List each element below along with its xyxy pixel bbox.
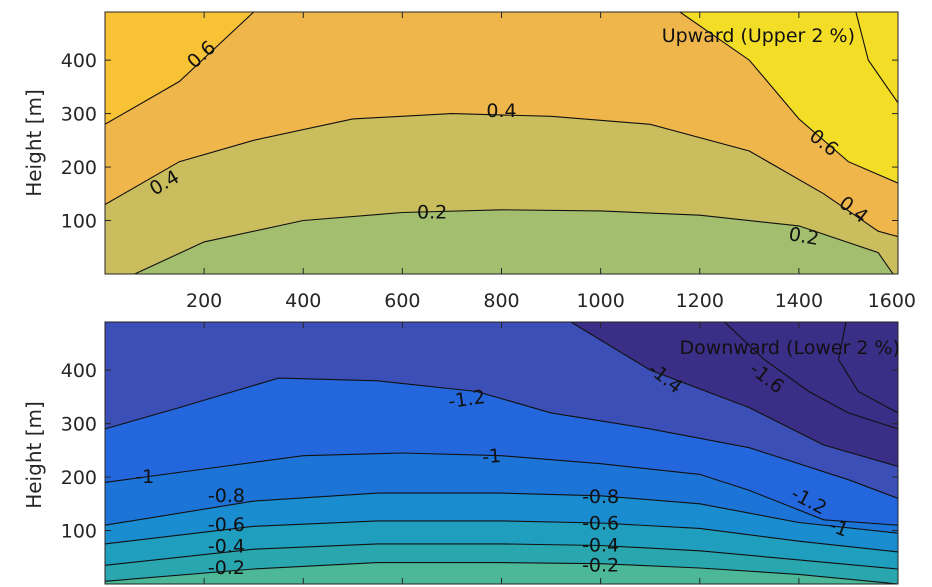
downward-contour-line <box>105 520 898 553</box>
downward-contour-line <box>837 322 898 414</box>
downward-contour-line <box>105 492 898 534</box>
upward-x-tick-label: 200 <box>186 290 222 312</box>
upward-contour-line <box>105 113 898 238</box>
upward-contour-line <box>855 12 898 104</box>
upward-contour-label-text: 0.2 <box>417 202 447 224</box>
downward-contour-line <box>105 452 898 526</box>
upward-contour-label: 0.2 <box>417 202 447 224</box>
downward-contour-label: -0.6 <box>208 514 245 536</box>
downward-contour-label: -1 <box>481 445 502 469</box>
downward-y-tick-label: 400 <box>61 360 97 382</box>
downward-contour-label: -0.4 <box>208 536 245 558</box>
downward-contour-label-text: -0.2 <box>208 557 245 579</box>
downward-contour-label-text: -0.6 <box>582 513 619 535</box>
downward-contour-label-text: -0.8 <box>582 486 619 508</box>
upward-x-tick-label: 800 <box>483 290 519 312</box>
downward-contour-label-text: -0.8 <box>208 485 245 507</box>
downward-contour-label: -1 <box>135 466 154 488</box>
downward-panel: -1.2-1-1-0.8-0.6-0.4-0.2-0.8-0.6-0.4-0.2… <box>22 321 900 585</box>
downward-y-tick-label: 200 <box>61 467 97 489</box>
upward-contour-line <box>105 12 255 125</box>
upward-contour-label: 0.2 <box>787 223 821 250</box>
downward-contour-label-text: -1 <box>135 466 154 488</box>
downward-contour-label: -1.2 <box>447 386 487 413</box>
downward-contour-label: -0.4 <box>582 535 619 557</box>
downward-contour-label-text: -1.2 <box>447 386 487 413</box>
downward-panel-title: Downward (Lower 2 %) <box>679 337 900 359</box>
downward-contour-label: -0.2 <box>582 554 619 576</box>
upward-y-axis-label: Height [m] <box>22 89 46 197</box>
upward-contour-line <box>134 209 894 274</box>
upward-x-tick-label: 400 <box>285 290 321 312</box>
upward-contour-label: 0.4 <box>486 100 516 122</box>
upward-x-tick-label: 1200 <box>676 290 724 312</box>
downward-contour-label-text: -0.2 <box>582 554 619 576</box>
upward-contour-band <box>105 12 254 125</box>
upward-x-tick-label: 1000 <box>576 290 624 312</box>
downward-contour-line <box>724 322 898 430</box>
downward-contour-label-text: -0.4 <box>208 536 245 558</box>
upward-contour-band <box>105 12 898 237</box>
upward-x-tick-label: 600 <box>384 290 420 312</box>
upward-contour-band <box>679 12 898 184</box>
upward-x-tick-label: 1600 <box>868 290 916 312</box>
downward-contour-line <box>105 377 898 499</box>
downward-contour-label-text: -1 <box>481 445 502 469</box>
downward-contour-line <box>105 543 898 570</box>
downward-contour-label-text: -0.4 <box>582 535 619 557</box>
upward-contour-label-text: 0.2 <box>787 223 821 250</box>
upward-y-tick-label: 200 <box>61 157 97 179</box>
upward-contour-band <box>855 12 898 103</box>
upward-x-tick-label: 1400 <box>775 290 823 312</box>
upward-panel-title: Upward (Upper 2 %) <box>662 25 855 47</box>
downward-contour-label: -0.8 <box>582 486 619 508</box>
upward-y-tick-label: 100 <box>61 211 97 233</box>
downward-y-tick-label: 100 <box>61 521 97 543</box>
downward-contour-label: -0.2 <box>208 557 245 579</box>
downward-contour-label-text: -0.6 <box>208 514 245 536</box>
downward-contour-label: -0.8 <box>208 485 245 507</box>
upward-y-tick-label: 400 <box>61 50 97 72</box>
upward-contour-line <box>679 12 898 184</box>
downward-contour-band <box>838 322 898 413</box>
downward-contour-label: -0.6 <box>582 513 619 535</box>
downward-y-axis-label: Height [m] <box>22 401 46 509</box>
downward-y-tick-label: 300 <box>61 414 97 436</box>
downward-contour-line <box>105 562 898 584</box>
upward-y-tick-label: 300 <box>61 104 97 126</box>
upward-contour-label-text: 0.4 <box>486 100 516 122</box>
downward-contour-line <box>570 322 898 467</box>
